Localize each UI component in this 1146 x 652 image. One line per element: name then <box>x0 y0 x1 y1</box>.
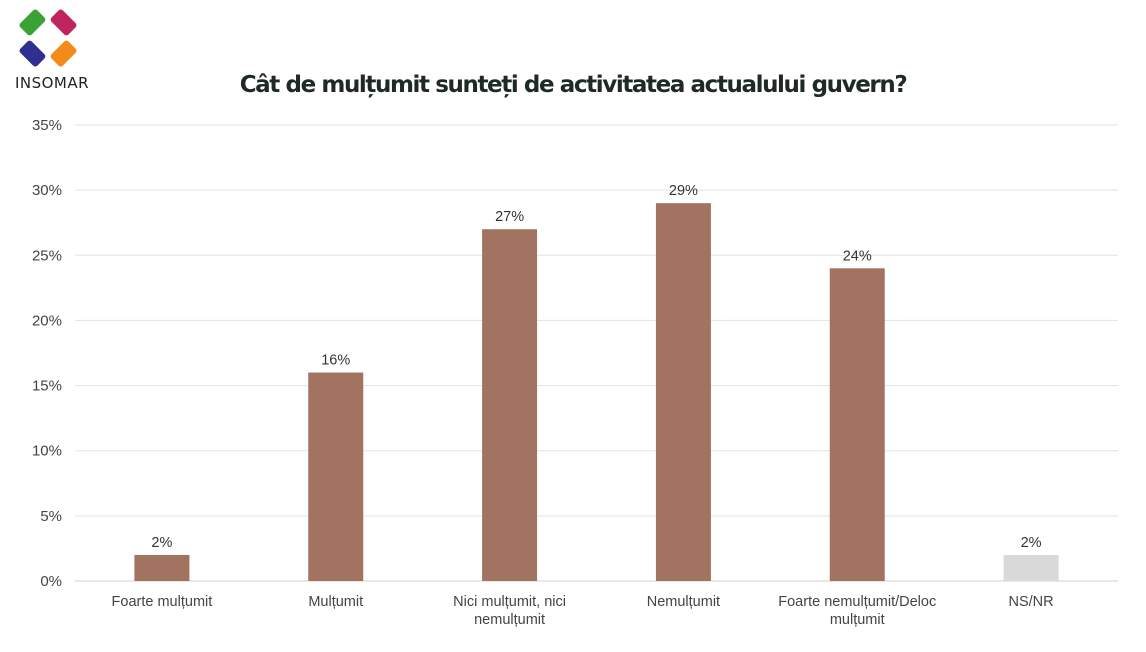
y-tick-label: 5% <box>40 508 62 525</box>
y-tick-label: 10% <box>32 443 62 460</box>
category-labels: Foarte mulțumit Mulțumit Nici mulțumit, ni… <box>112 594 1054 628</box>
insomar-logo-icon <box>19 9 77 67</box>
category-label: Nici mulțumit, nici nemulțumit <box>453 594 566 628</box>
data-labels: 2% 16% 27% 29% 24% 2% <box>151 183 1041 551</box>
data-label: 27% <box>495 209 524 225</box>
category-label: Foarte nemulțumit/Deloc mulțumit <box>778 594 936 628</box>
data-label: 2% <box>151 535 172 551</box>
y-axis-ticks: 0% 5% 10% 15% 20% 25% 30% 35% <box>32 117 62 590</box>
bar <box>1003 554 1059 581</box>
y-tick-label: 25% <box>32 247 62 264</box>
bar <box>308 372 364 581</box>
bar <box>134 554 190 581</box>
chart-title: Cât de mulțumit sunteți de activitatea a… <box>239 72 908 98</box>
data-label: 24% <box>843 248 872 264</box>
y-tick-label: 35% <box>32 117 62 134</box>
y-tick-label: 20% <box>32 312 62 329</box>
logo-text: INSOMAR <box>14 74 90 92</box>
category-label: Nemulțumit <box>647 594 720 610</box>
y-tick-label: 0% <box>40 573 62 590</box>
y-tick-label: 15% <box>32 378 62 395</box>
bar <box>482 229 538 581</box>
gridlines <box>75 124 1118 582</box>
data-label: 16% <box>321 353 350 369</box>
insomar-logo: INSOMAR <box>8 4 89 92</box>
category-label: Foarte mulțumit <box>112 594 213 610</box>
bar <box>655 203 711 581</box>
category-label: NS/NR <box>1009 594 1054 610</box>
y-tick-label: 30% <box>32 182 62 199</box>
data-label: 29% <box>669 183 698 199</box>
data-label: 2% <box>1021 535 1042 551</box>
bars <box>134 203 1059 581</box>
bar <box>829 268 885 581</box>
category-label: Mulțumit <box>308 594 363 610</box>
